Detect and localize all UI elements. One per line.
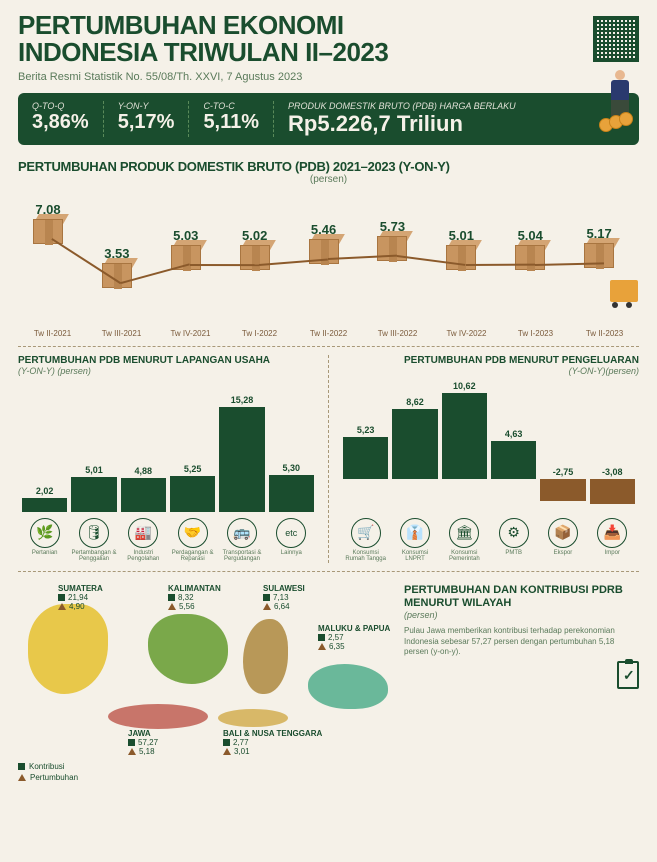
trend-point: 5,17 [569, 226, 629, 273]
usaha-bar: 5,30 [269, 463, 314, 511]
island-jawa [108, 704, 208, 729]
usaha-sub: (Y-ON-Y) (persen) [18, 366, 318, 376]
usaha-barchart: 2,025,014,885,2515,285,30 [18, 382, 318, 512]
usaha-icon-cell: 🌿Pertanian [22, 518, 67, 563]
pengeluaran-panel: PERTUMBUHAN PDB MENURUT PENGELUARAN (Y-O… [328, 355, 639, 563]
trend-point: 5,02 [225, 228, 285, 275]
coins-icon [599, 112, 639, 132]
region-label: MALUKU & PAPUA2,576,35 [318, 624, 390, 651]
region-label: SULAWESI7,136,64 [263, 584, 305, 611]
trend-connector [190, 264, 259, 266]
trend-point: 5,04 [500, 228, 560, 275]
island-bali & nusa tenggara [218, 709, 288, 727]
trend-point: 7,08 [18, 202, 78, 249]
usaha-icon-cell: etcLainnya [269, 518, 314, 563]
trend-point: 5,03 [156, 228, 216, 275]
trend-x-label: Tw II-2021 [18, 329, 87, 338]
usaha-bar: 15,28 [219, 395, 264, 512]
pengeluaran-icon-cell: 🏛Konsumsi Pemerintah [442, 518, 487, 563]
trend-x-label: Tw III-2021 [87, 329, 156, 338]
sector-icon: 🛢 [79, 518, 109, 548]
expenditure-icon: 🛒 [351, 518, 381, 548]
regions-title: PERTUMBUHAN DAN KONTRIBUSI PDRB MENURUT … [404, 584, 639, 610]
expenditure-icon: 🏛 [449, 518, 479, 548]
island-kalimantan [148, 614, 228, 684]
title-line1: PERTUMBUHAN EKONOMI [18, 10, 344, 40]
expenditure-icon: 📦 [548, 518, 578, 548]
businessman-icon [603, 70, 637, 118]
map-text-panel: PERTUMBUHAN DAN KONTRIBUSI PDRB MENURUT … [404, 584, 639, 774]
expenditure-icon: ⚙ [499, 518, 529, 548]
usaha-icon-cell: 🚌Transportasi & Pergudangan [219, 518, 264, 563]
forklift-icon [610, 280, 638, 302]
legend-kontribusi: Kontribusi [29, 762, 65, 771]
sector-icon: 🤝 [178, 518, 208, 548]
island-maluku & papua [308, 664, 388, 709]
usaha-title: PERTUMBUHAN PDB MENURUT LAPANGAN USAHA [18, 355, 318, 366]
pengeluaran-title: PERTUMBUHAN PDB MENURUT PENGELUARAN [339, 355, 639, 366]
region-label: SUMATERA21,944,90 [58, 584, 103, 611]
pengeluaran-icon-cell: 📥Impor [590, 518, 635, 563]
usaha-panel: PERTUMBUHAN PDB MENURUT LAPANGAN USAHA (… [18, 355, 318, 563]
metric: C-TO-C5,11% [189, 101, 274, 137]
pengeluaran-icon-cell: 📦Ekspor [540, 518, 585, 563]
pengeluaran-barchart: 5,238,6210,624,63-2,75-3,08 [339, 382, 639, 512]
trend-x-labels: Tw II-2021Tw III-2021Tw IV-2021Tw I-2022… [18, 329, 639, 338]
trend-point: 5,01 [431, 228, 491, 275]
metric: Q-TO-Q3,86% [18, 101, 104, 137]
pengeluaran-sub: (Y-ON-Y)(persen) [339, 366, 639, 376]
page-title: PERTUMBUHAN EKONOMI INDONESIA TRIWULAN I… [18, 12, 639, 67]
trend-title: PERTUMBUHAN PRODUK DOMESTIK BRUTO (PDB) … [18, 159, 639, 174]
usaha-bar: 5,01 [71, 465, 116, 511]
region-label: KALIMANTAN8,325,56 [168, 584, 221, 611]
usaha-icon-cell: 🛢Pertambangan & Penggalian [71, 518, 116, 563]
trend-x-label: Tw IV-2022 [432, 329, 501, 338]
metric: Y-ON-Y5,17% [104, 101, 190, 137]
trend-x-label: Tw I-2023 [501, 329, 570, 338]
island-sumatera [28, 604, 108, 694]
expenditure-icon: 📥 [597, 518, 627, 548]
pengeluaran-iconrow: 🛒Konsumsi Rumah Tangga👔Konsumsi LNPRT🏛Ko… [339, 518, 639, 563]
trend-x-label: Tw IV-2021 [156, 329, 225, 338]
trend-point: 3,53 [87, 246, 147, 293]
sector-icon: 🌿 [30, 518, 60, 548]
subtitle: Berita Resmi Statistik No. 55/08/Th. XXV… [18, 71, 639, 83]
regions-desc: Pulau Jawa memberikan kontribusi terhada… [404, 626, 639, 657]
legend-pertumbuhan: Pertumbuhan [30, 773, 78, 782]
metrics-bar: Q-TO-Q3,86%Y-ON-Y5,17%C-TO-C5,11%PRODUK … [18, 93, 639, 145]
sector-icon: 🚌 [227, 518, 257, 548]
usaha-iconrow: 🌿Pertanian🛢Pertambangan & Penggalian🏭Ind… [18, 518, 318, 563]
island-sulawesi [243, 619, 288, 694]
sector-icon: 🏭 [128, 518, 158, 548]
header: PERTUMBUHAN EKONOMI INDONESIA TRIWULAN I… [18, 12, 639, 83]
map-legend: Kontribusi Pertumbuhan [18, 762, 78, 784]
regions-unit: (persen) [404, 610, 639, 620]
trend-x-label: Tw II-2022 [294, 329, 363, 338]
usaha-bar: 5,25 [170, 464, 215, 512]
usaha-bar: 4,88 [121, 466, 166, 512]
trend-unit: (persen) [18, 174, 639, 185]
trend-point: 5,73 [362, 219, 422, 266]
pengeluaran-icon-cell: 👔Konsumsi LNPRT [392, 518, 437, 563]
trend-chart: 7,083,535,035,025,465,735,015,045,17 [18, 189, 639, 329]
expenditure-icon: 👔 [400, 518, 430, 548]
pdb-metric: PRODUK DOMESTIK BRUTO (PDB) HARGA BERLAK… [274, 101, 639, 137]
usaha-bar: 2,02 [22, 486, 67, 512]
clipboard-icon [617, 661, 639, 689]
pengeluaran-icon-cell: ⚙PMTB [491, 518, 536, 563]
qr-code-icon [593, 16, 639, 62]
trend-x-label: Tw II-2023 [570, 329, 639, 338]
indonesia-map: SUMATERA21,944,90 KALIMANTAN8,325,56 SULAW… [18, 584, 394, 774]
usaha-icon-cell: 🤝Perdagangan & Reparasi [170, 518, 215, 563]
title-line2: INDONESIA TRIWULAN II–2023 [18, 37, 388, 67]
region-label: JAWA57,275,18 [128, 729, 158, 756]
pengeluaran-icon-cell: 🛒Konsumsi Rumah Tangga [343, 518, 388, 563]
trend-x-label: Tw III-2022 [363, 329, 432, 338]
trend-point: 5,46 [294, 222, 354, 269]
sector-icon: etc [276, 518, 306, 548]
trend-x-label: Tw I-2022 [225, 329, 294, 338]
region-label: BALI & NUSA TENGGARA2,773,01 [223, 729, 322, 756]
usaha-icon-cell: 🏭Industri Pengolahan [121, 518, 166, 563]
